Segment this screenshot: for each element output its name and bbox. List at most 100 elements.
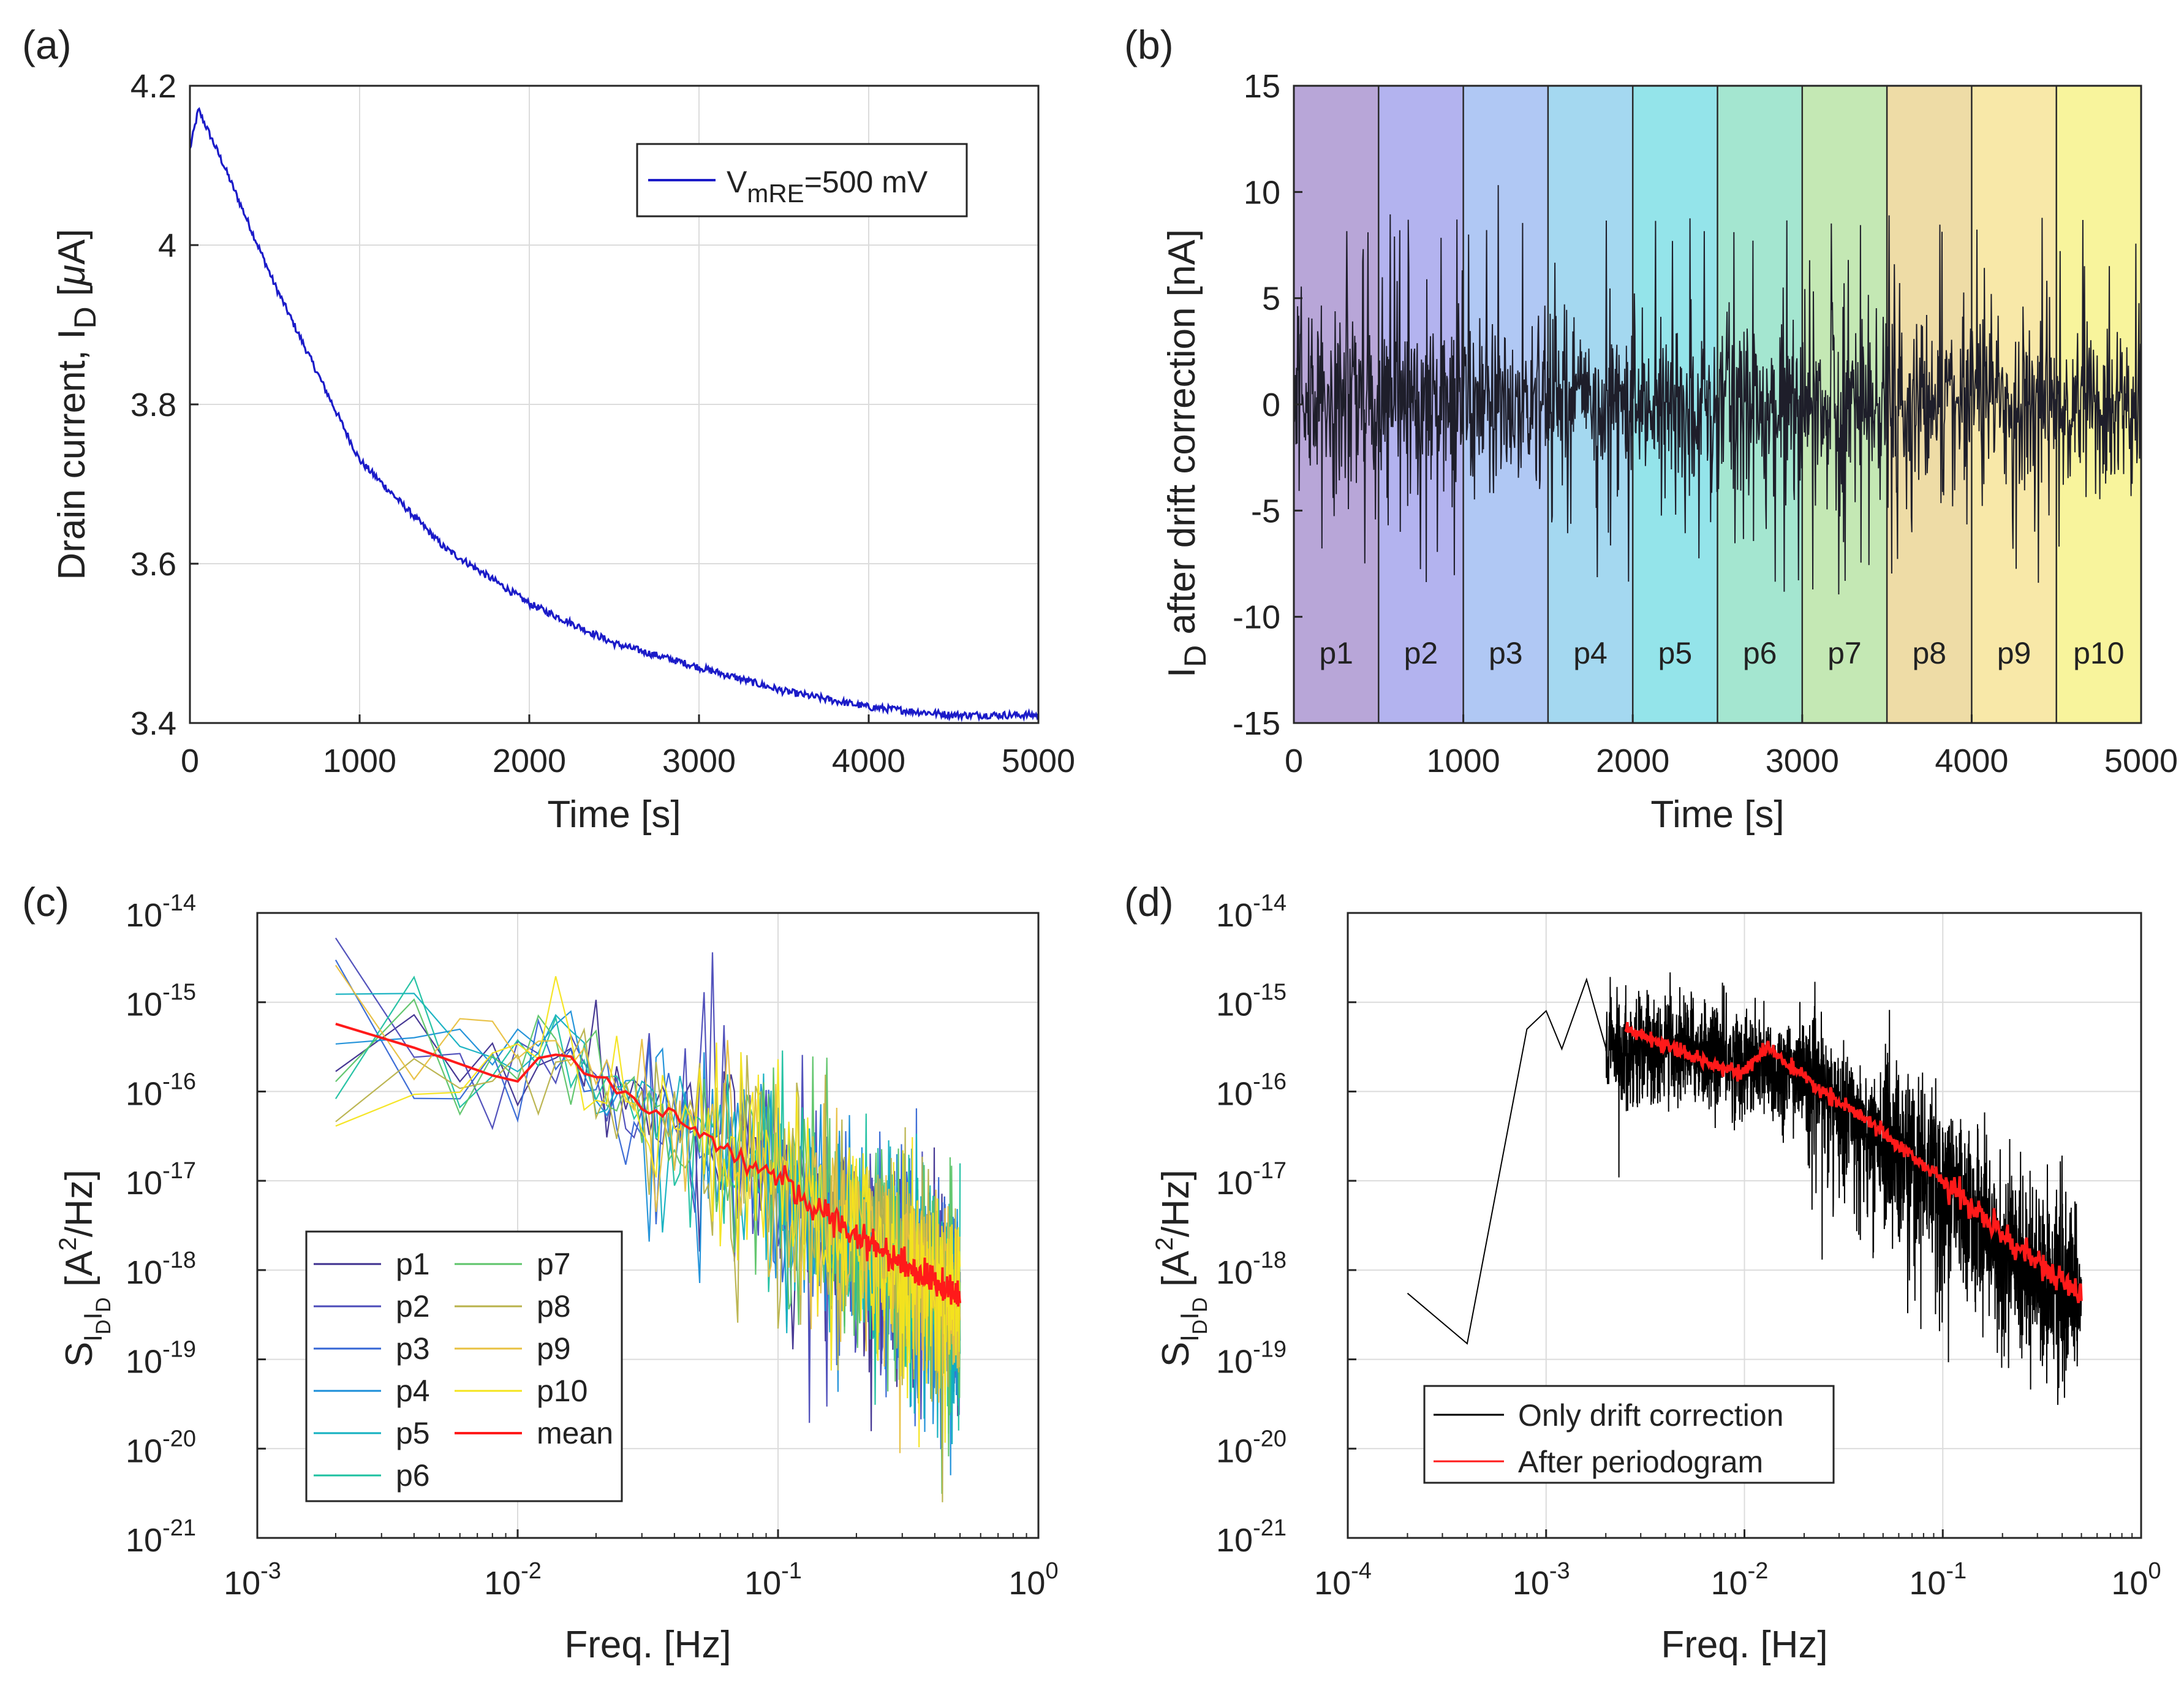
panel-b-xtick-label: 5000 <box>2104 743 2178 779</box>
panel-d-ytick-label: 10-21 <box>1216 1515 1287 1559</box>
panel-c-ylabel: SIDID [A2/Hz] <box>55 1170 115 1367</box>
panel-a-ytick-label: 4.2 <box>130 68 176 105</box>
panel-b-ytick-label: 0 <box>1262 387 1280 423</box>
panel-a-ytick-label: 4 <box>158 227 176 264</box>
panel-c-series-mean <box>335 1023 962 1307</box>
panel-b-segment-label: p8 <box>1912 636 1946 670</box>
panel-b-segment-label: p4 <box>1573 636 1608 670</box>
panel-c-ytick-exp: -16 <box>162 1069 196 1094</box>
panel-c-legend-label-p4: p4 <box>396 1374 430 1408</box>
panel-d-ylabel: SIDID [A2/Hz] <box>1151 1170 1212 1367</box>
panel-c-xtick-exp: 0 <box>1045 1558 1058 1584</box>
panel-b-segment-label: p1 <box>1319 636 1353 670</box>
panel-d-xtick-base: 10 <box>1314 1565 1351 1602</box>
panel-d-xtick-base: 10 <box>1909 1565 1946 1602</box>
panel-a-legend-label: VmRE=500 mV <box>727 165 928 208</box>
panel-c-series-p10 <box>335 976 961 1448</box>
panel-d-ytick-label: 10-16 <box>1216 1069 1287 1112</box>
panel-c-ytick-label: 10-20 <box>126 1426 196 1469</box>
panel-c-ytick-label: 10-17 <box>126 1158 196 1202</box>
panel-d-ylabel-part: D <box>1188 1297 1212 1312</box>
panel-d-ytick-label: 10-20 <box>1216 1426 1287 1469</box>
panel-d-label: (d) <box>1124 879 1174 925</box>
panel-c-ytick-base: 10 <box>126 1344 162 1380</box>
panel-d-ytick-exp: -21 <box>1253 1515 1287 1541</box>
panel-c-xtick-base: 10 <box>744 1565 781 1602</box>
panel-c-legend-label-p8: p8 <box>537 1289 571 1323</box>
panel-c-ytick-exp: -15 <box>162 980 196 1005</box>
panel-c-legend-label-p9: p9 <box>537 1331 571 1366</box>
panel-d-legend-label: After periodogram <box>1518 1445 1763 1479</box>
panel-d-legend: Only drift correction After periodogram <box>1423 1385 1835 1484</box>
panel-a-ylabel-unit: A] <box>51 229 93 265</box>
panel-b-ytick-label: -5 <box>1251 493 1280 529</box>
panel-c-ytick-label: 10-14 <box>126 890 196 934</box>
panel-c-legend-label-p1: p1 <box>396 1247 430 1281</box>
panel-c-legend-label-p7: p7 <box>537 1247 571 1281</box>
panel-a-legend-sub: mRE <box>747 179 804 208</box>
panel-a: 0 1000 2000 3000 4000 5000 3.4 3.6 3.8 4 4.2 Time [… <box>22 22 1075 836</box>
panel-a-xtick-label: 1000 <box>323 743 396 779</box>
panel-b-xtick-label: 1000 <box>1427 743 1500 779</box>
panel-a-xtick-label: 2000 <box>493 743 566 779</box>
panel-d-xtick-base: 10 <box>1513 1565 1549 1602</box>
panel-d-ytick-exp: -18 <box>1253 1247 1287 1273</box>
panel-b-xtick-label: 0 <box>1285 743 1303 779</box>
panel-b-label: (b) <box>1124 22 1174 67</box>
panel-d-ylabel-part: I <box>1175 1334 1204 1342</box>
panel-d-ytick-base: 10 <box>1216 1165 1253 1202</box>
panel-a-legend: VmRE=500 mV <box>636 143 968 218</box>
panel-c-ylabel-part: I <box>78 1334 107 1342</box>
panel-b-segment-label: p9 <box>1997 636 2031 670</box>
panel-a-xtick-label: 0 <box>181 743 199 779</box>
panel-d-xtick-label: 10-3 <box>1513 1558 1570 1602</box>
panel-d-ylabel-part: S <box>1155 1342 1197 1367</box>
panel-c-legend-label-p2: p2 <box>396 1289 430 1323</box>
panel-c-xtick-exp: -3 <box>260 1558 281 1584</box>
panel-b-segment-label: p6 <box>1743 636 1777 670</box>
panel-d-ytick-base: 10 <box>1216 1344 1253 1380</box>
panel-d-xtick-label: 10-2 <box>1711 1558 1769 1602</box>
panel-b-segment-label: p5 <box>1658 636 1693 670</box>
panel-d-ytick-label: 10-19 <box>1216 1337 1287 1380</box>
panel-c-ylabel-part: D <box>92 1297 115 1312</box>
panel-b-ylabel: ID after drift correction [nA] <box>1161 229 1212 678</box>
panel-a-ylabel-mu: μ <box>51 265 93 287</box>
panel-d-ytick-label: 10-14 <box>1216 890 1287 934</box>
panel-d-ytick-base: 10 <box>1216 897 1253 934</box>
panel-a-legend-value: =500 mV <box>804 165 928 199</box>
panel-b-ylabel-i: I <box>1161 667 1203 678</box>
panel-d-xtick-exp: -3 <box>1549 1558 1570 1584</box>
panel-c-xtick-label: 100 <box>1008 1558 1058 1602</box>
panel-b-xtick-label: 3000 <box>1766 743 1839 779</box>
panel-a-label: (a) <box>22 22 72 67</box>
panel-d-xtick-exp: -1 <box>1946 1558 1967 1584</box>
panel-c-legend: p1 p2 p3 p4 p5 p6 p7 p8 p9 p10 mean <box>305 1230 623 1502</box>
panel-d-ytick-exp: -19 <box>1253 1337 1287 1363</box>
panel-c-legend-label-p5: p5 <box>396 1416 430 1450</box>
panel-a-ylabel-main: Drain current, I <box>51 329 93 580</box>
panel-c-xtick-base: 10 <box>1008 1565 1045 1602</box>
panel-a-ylabel-open: [ <box>51 286 93 306</box>
panel-d-ytick-exp: -15 <box>1253 980 1287 1005</box>
panel-c-ytick-exp: -20 <box>162 1426 196 1452</box>
panel-d-ytick-exp: -16 <box>1253 1069 1287 1094</box>
panel-c-label: (c) <box>22 879 69 925</box>
panel-c: 10-3 10-2 10-1 10010-2110-2010-1910-1810-17… <box>22 879 1059 1666</box>
panel-d-xtick-label: 100 <box>2111 1558 2161 1602</box>
panel-d-xtick-label: 10-4 <box>1314 1558 1372 1602</box>
panel-a-xlabel: Time [s] <box>547 793 681 836</box>
panel-c-axes-box <box>256 912 1040 1539</box>
panel-a-ytick-label: 3.4 <box>130 705 176 742</box>
panel-a-xtick-label: 4000 <box>832 743 905 779</box>
panel-d-legend-box <box>1423 1385 1835 1484</box>
panel-c-xtick-exp: -1 <box>781 1558 802 1584</box>
panel-c-ylabel-part: S <box>58 1342 100 1367</box>
panel-d-ytick-exp: -14 <box>1253 890 1287 916</box>
panel-d-ytick-base: 10 <box>1216 1254 1253 1291</box>
panel-c-ytick-exp: -19 <box>162 1337 196 1363</box>
panel-c-xlabel: Freq. [Hz] <box>564 1624 731 1666</box>
panel-b-xlabel: Time [s] <box>1650 793 1784 836</box>
panel-c-ylabel-part: /Hz] <box>58 1170 100 1237</box>
